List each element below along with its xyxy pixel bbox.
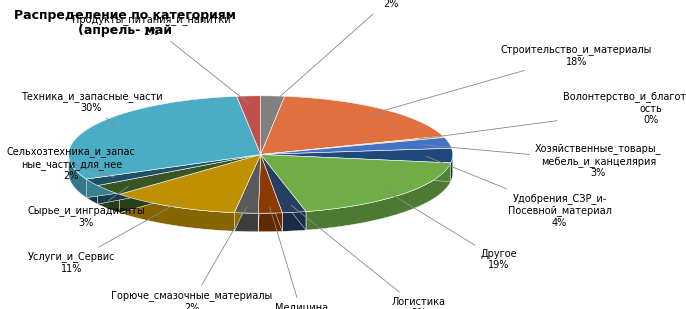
Polygon shape — [235, 154, 261, 213]
Text: Удобрения_СЗР_и-
Посевной_материал
4%: Удобрения_СЗР_и- Посевной_материал 4% — [427, 156, 611, 228]
Polygon shape — [258, 154, 261, 232]
Polygon shape — [97, 154, 261, 194]
Polygon shape — [261, 148, 453, 163]
Text: Горюче_смазочные_материалы
2%: Горюче_смазочные_материалы 2% — [111, 207, 273, 309]
Polygon shape — [261, 154, 451, 181]
Polygon shape — [237, 96, 261, 154]
Polygon shape — [261, 154, 306, 230]
Polygon shape — [306, 163, 451, 230]
Text: Сельхозтехника_и_запас
ные_части_для_нее
2%: Сельхозтехника_и_запас ные_части_для_нее… — [7, 146, 136, 181]
Polygon shape — [86, 154, 261, 185]
Text: ИТ_обороудование _и_ПО
2%: ИТ_обороудование _и_ПО 2% — [273, 0, 457, 103]
Polygon shape — [451, 154, 453, 181]
Polygon shape — [261, 154, 306, 213]
Polygon shape — [282, 212, 306, 231]
Text: Услуги_и_Сервис
11%: Услуги_и_Сервис 11% — [27, 200, 182, 274]
Polygon shape — [261, 136, 445, 154]
Polygon shape — [86, 154, 261, 198]
Polygon shape — [261, 154, 282, 231]
Polygon shape — [86, 179, 97, 204]
Polygon shape — [258, 154, 261, 232]
Polygon shape — [235, 213, 258, 232]
Polygon shape — [97, 154, 261, 204]
Polygon shape — [261, 154, 451, 181]
Polygon shape — [261, 96, 285, 154]
Text: Медицина
2%: Медицина 2% — [270, 207, 329, 309]
Text: Продукты_питания_и_напитки
2%: Продукты_питания_и_напитки 2% — [71, 15, 248, 103]
Polygon shape — [69, 96, 261, 179]
Text: Логистика
2%: Логистика 2% — [292, 205, 445, 309]
Polygon shape — [119, 154, 261, 213]
Polygon shape — [258, 154, 282, 213]
Polygon shape — [235, 154, 261, 231]
Polygon shape — [261, 154, 306, 230]
Polygon shape — [261, 138, 451, 154]
Text: Сырье_и_инградиенты
3%: Сырье_и_инградиенты 3% — [27, 186, 145, 227]
Text: Распределение по категориям
(апрель- май: Распределение по категориям (апрель- май — [14, 9, 235, 37]
Text: Волонтерство_и_благотворительн
ость
0%: Волонтерство_и_благотворительн ость 0% — [419, 91, 686, 139]
Polygon shape — [119, 154, 261, 213]
Polygon shape — [261, 154, 451, 212]
Text: Техника_и_запасные_части
30%: Техника_и_запасные_части 30% — [21, 91, 162, 128]
Text: Хозяйственные_товары_
мебель_и_канцелярия
3%: Хозяйственные_товары_ мебель_и_канцеляри… — [423, 143, 661, 178]
Polygon shape — [119, 154, 261, 213]
Polygon shape — [119, 194, 235, 231]
Polygon shape — [97, 185, 119, 213]
Text: Другое
19%: Другое 19% — [383, 189, 517, 270]
Polygon shape — [235, 154, 261, 231]
Polygon shape — [86, 154, 261, 198]
Polygon shape — [261, 154, 282, 231]
Text: Строительство_и_материалы
18%: Строительство_и_материалы 18% — [367, 44, 652, 115]
Polygon shape — [97, 154, 261, 204]
Polygon shape — [69, 154, 86, 198]
Polygon shape — [261, 96, 443, 154]
Polygon shape — [258, 213, 282, 232]
